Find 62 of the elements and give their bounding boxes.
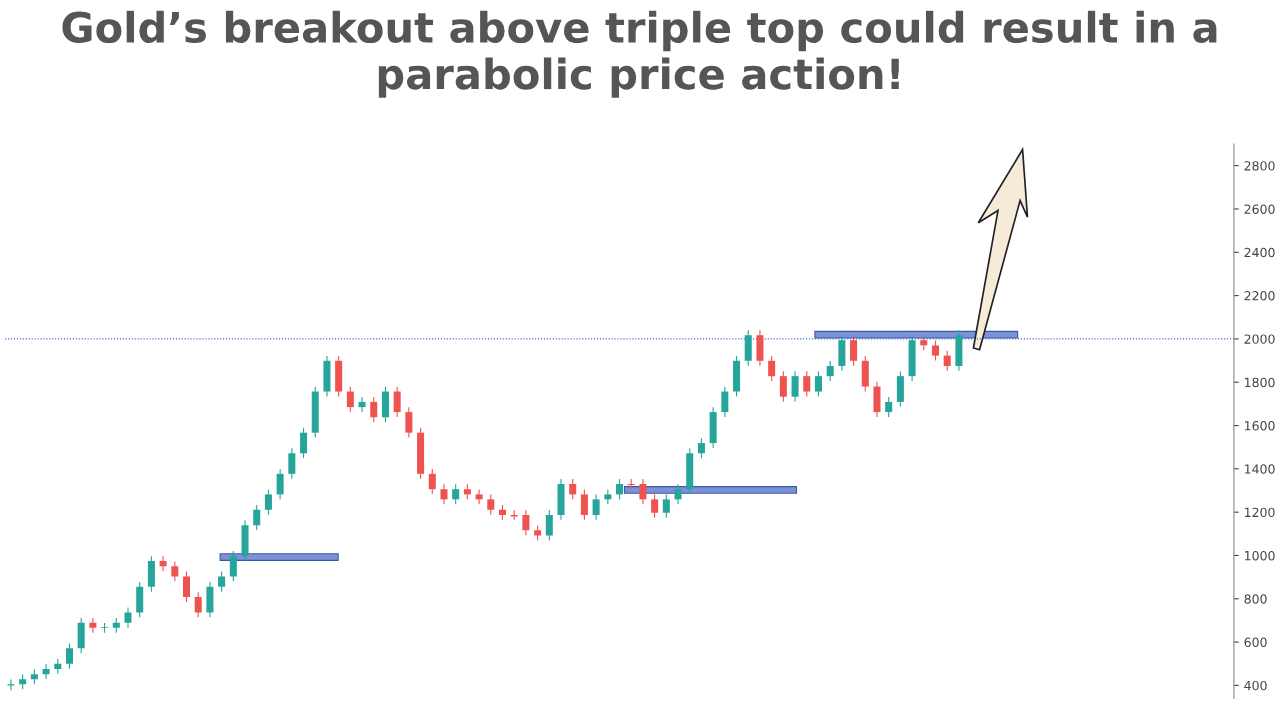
y-tick-label: 2000 [1244,334,1275,344]
candlestick [697,438,705,459]
candlestick [124,607,132,628]
y-tick-label: 2600 [1244,204,1275,214]
y-tick-label: 1200 [1245,507,1275,518]
candlestick [592,494,600,520]
candlestick [101,622,109,633]
candlestick [943,350,951,371]
candlestick [674,484,682,505]
candlestick [721,386,729,417]
candlestick [651,494,659,518]
y-tick-label: 600 [1244,637,1267,648]
candlestick [300,427,308,459]
y-tick-label: 800 [1244,594,1267,604]
candlestick [580,489,588,520]
candlestick [346,386,354,413]
y-tick-label: 1600 [1245,421,1275,431]
candlestick [487,494,495,515]
candlestick [814,371,822,397]
chart-title: Gold’s breakout above triple top could result in a parabolic price action! [62,10,1217,98]
y-tick-label: 400 [1244,680,1267,691]
candlestick [639,479,647,505]
y-tick-label: 1000 [1245,550,1275,561]
candlestick [850,335,858,366]
candlestick [616,479,624,500]
y-tick-label: 2800 [1244,161,1275,171]
candlestick [931,340,940,361]
candlestick [393,386,401,417]
candlestick [779,371,787,402]
candlestick [171,561,179,582]
candlestick [89,617,97,633]
candlestick [276,468,284,500]
candlestick [768,355,776,382]
candlestick [545,510,553,541]
candlestick [662,494,670,518]
candlestick [358,397,366,413]
candlestick [229,551,237,582]
y-tick-label: 1400 [1245,464,1275,474]
candlestick [885,397,893,417]
candlestick [522,510,530,536]
candlestick [288,448,296,479]
candlestick [194,592,202,618]
candlestick [42,664,50,680]
candlestick [405,407,413,438]
y-tick-label: 2400 [1244,247,1275,258]
candlestick [428,468,436,495]
candlestick [569,479,577,500]
candlestick [475,489,483,505]
candlestick [65,643,73,669]
candlestick [218,571,226,592]
candlestick [370,397,378,423]
y-tick-label: 2200 [1244,291,1275,301]
candlestick [264,489,272,515]
y-tick-label: 1800 [1245,377,1275,388]
candlestick [791,371,799,402]
candlestick [452,484,460,505]
candlestick [159,556,167,572]
candlestick [253,504,261,531]
candlestick [826,361,834,382]
candlestick [183,571,191,602]
candlestick [803,371,811,397]
candlestick [440,484,448,505]
